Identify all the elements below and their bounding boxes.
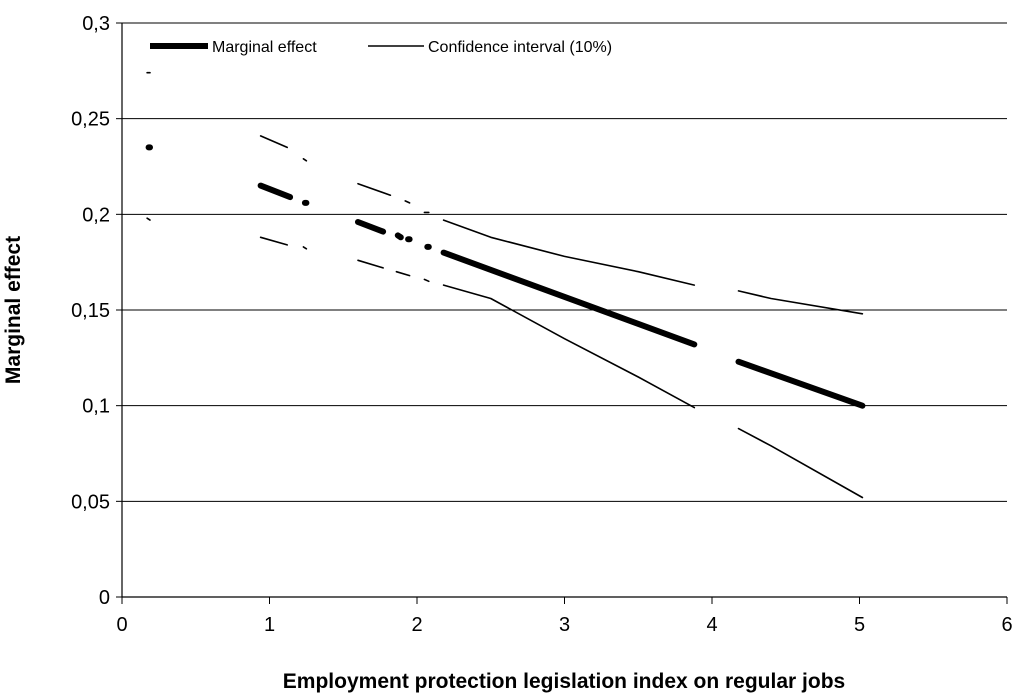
x-tick-label: 0 <box>116 614 127 636</box>
confidence-interval-segment <box>147 218 150 220</box>
series <box>147 73 862 498</box>
x-axis-title: Employment protection legislation index … <box>283 670 845 693</box>
y-tick-label: 0,2 <box>82 204 110 226</box>
confidence-interval-segment <box>444 285 695 408</box>
confidence-interval-segment <box>261 237 288 245</box>
confidence-interval-segment <box>739 429 863 498</box>
marginal-effect-segment <box>739 362 863 406</box>
confidence-interval-segment <box>396 272 409 276</box>
x-tick-label: 1 <box>264 614 275 636</box>
tick-labels: 0 0,05 0,1 0,15 0,2 0,25 0,3 0 1 2 3 4 5 6 <box>71 13 1013 636</box>
confidence-interval-segment <box>261 136 288 148</box>
x-tick-label: 2 <box>411 614 422 636</box>
legend-label-marginal-effect: Marginal effect <box>212 39 317 56</box>
y-tick-label: 0,3 <box>82 13 110 35</box>
confidence-interval-segment <box>405 201 409 203</box>
confidence-interval-segment <box>303 159 306 161</box>
confidence-interval-segment <box>358 260 383 268</box>
x-tick-label: 4 <box>706 614 717 636</box>
x-tick-label: 3 <box>559 614 570 636</box>
x-tick-label: 5 <box>854 614 865 636</box>
confidence-interval-segment <box>424 279 428 281</box>
confidence-interval-segment <box>303 247 306 249</box>
legend-label-confidence-interval: Confidence interval (10%) <box>428 39 612 56</box>
confidence-interval-segment <box>358 184 390 196</box>
confidence-interval-segment <box>444 220 695 285</box>
y-tick-label: 0 <box>99 587 110 609</box>
y-tick-label: 0,05 <box>71 491 110 513</box>
legend: Marginal effect Confidence interval (10%… <box>150 39 612 56</box>
y-tick-label: 0,25 <box>71 109 110 131</box>
axes <box>116 23 1007 604</box>
marginal-effect-segment <box>358 222 383 232</box>
gridlines <box>122 23 1007 501</box>
marginal-effect-segment <box>444 253 695 345</box>
marginal-effect-segment <box>261 186 291 198</box>
y-tick-label: 0,15 <box>71 300 110 322</box>
marginal-effect-segment <box>398 235 401 237</box>
x-tick-label: 6 <box>1001 614 1012 636</box>
y-tick-label: 0,1 <box>82 396 110 418</box>
y-axis-title: Marginal effect <box>2 236 25 384</box>
